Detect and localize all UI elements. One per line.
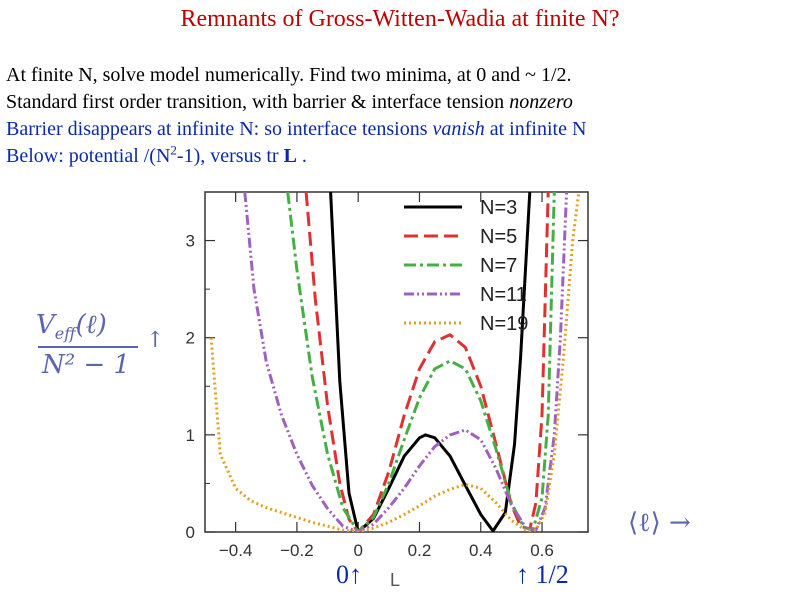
bullet-line-3: Barrier disappears at infinite N: so int…: [6, 116, 586, 143]
xlabel: ⟨ℓ⟩ →: [628, 508, 691, 538]
bullet-list: At finite N, solve model numerically. Fi…: [6, 62, 586, 170]
ylabel-fraction-bar: [38, 346, 138, 348]
plot-frame: [204, 191, 589, 533]
x-tick-label-5: 0.6: [530, 541, 554, 560]
legend-label-3: N=11: [480, 284, 527, 306]
bullet-line-4-text: Below: potential /(N: [6, 145, 171, 167]
series-line-n-19: [209, 192, 581, 532]
bullet-line-2-emphasis: nonzero: [509, 91, 573, 113]
x-tick-label-1: −0.2: [280, 541, 314, 560]
bullet-line-3-emphasis: vanish: [432, 118, 485, 140]
ylabel-argument: (ℓ): [75, 310, 107, 340]
ylabel-arrow: ↑: [146, 328, 165, 353]
ylabel-subscript: eff: [54, 324, 76, 344]
legend-label-2: N=7: [480, 255, 517, 277]
x-tick-label-2: 0: [353, 541, 362, 560]
x-tick-label-4: 0.4: [469, 541, 493, 560]
y-tick-label-0: 0: [186, 523, 195, 542]
ylabel-numerator: Veff(ℓ): [36, 310, 107, 343]
bullet-line-4-superscript: 2: [170, 142, 177, 158]
bullet-line-4-symbol: L: [283, 145, 297, 167]
marker-l: L: [390, 570, 401, 590]
marker-half: ↑ 1/2: [516, 560, 569, 589]
x-tick-label-3: 0.2: [408, 541, 432, 560]
legend-label-4: N=19: [480, 313, 528, 335]
marker-zero: 0↑: [336, 560, 362, 589]
bullet-line-1: At finite N, solve model numerically. Fi…: [6, 64, 572, 86]
bullet-line-2-text: Standard first order transition, with ba…: [6, 91, 510, 113]
x-tick-label-0: −0.4: [219, 541, 253, 560]
bullet-line-3-tail: at infinite N: [484, 118, 587, 140]
bullet-line-4-tail: .: [296, 145, 307, 167]
bullet-line-2: Standard first order transition, with ba…: [6, 89, 586, 116]
bullet-line-4: Below: potential /(N2-1), versus tr L .: [6, 143, 586, 170]
series-line-n-3: [329, 192, 532, 532]
y-tick-label-3: 3: [186, 232, 195, 251]
bullet-line-3-text: Barrier disappears at infinite N: so int…: [6, 118, 433, 140]
series-line-n-11: [243, 192, 569, 532]
bullet-line-4-mid: -1), versus tr: [176, 145, 284, 167]
legend-label-0: N=3: [480, 197, 517, 219]
legend-label-1: N=5: [480, 226, 517, 248]
ylabel-denominator: N² − 1: [42, 350, 131, 380]
y-tick-label-2: 2: [186, 329, 195, 348]
ylabel-symbol: V: [36, 310, 55, 340]
slide-title: Remnants of Gross-Witten-Wadia at finite…: [180, 6, 620, 32]
y-tick-label-1: 1: [186, 426, 195, 445]
